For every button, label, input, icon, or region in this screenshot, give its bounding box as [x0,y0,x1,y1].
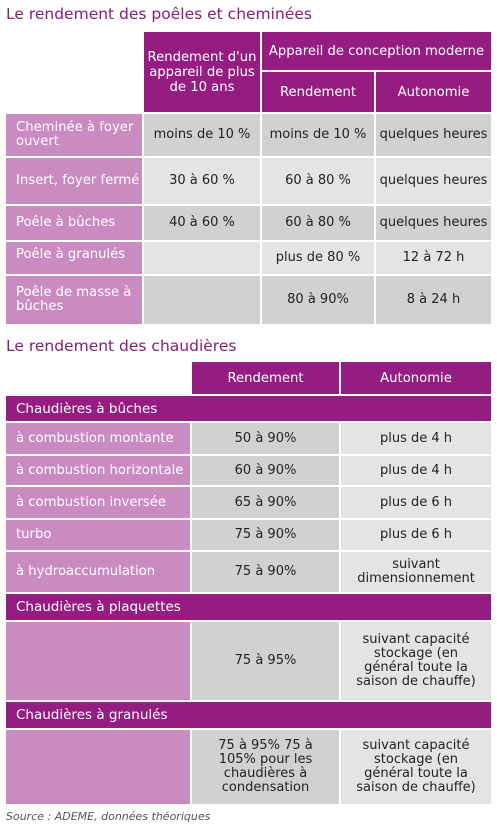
row-label-empty [6,730,190,804]
cell-autonomie: quelques heures [376,158,491,204]
cell-rendement: 60 à 80 % [262,206,374,240]
cell-autonomie: plus de 4 h [341,423,491,454]
title-poeles: Le rendement des poêles et cheminées [6,5,312,23]
cell-autonomie: suivant dimensionnement [341,552,491,592]
section-chaudieres-buches: Chaudières à bûches [6,396,491,421]
cell-autonomie: quelques heures [376,114,491,156]
row-label: à combustion montante [6,423,190,454]
source-note: Source : ADEME, données théoriques [6,810,211,823]
row-label: à hydroaccumulation [6,552,190,592]
header-rendement: Rendement [192,362,339,394]
header-rendement: Rendement [262,72,374,112]
cell-rendement: plus de 80 % [262,242,374,274]
row-label-empty [6,622,190,700]
row-label: Poêle à bûches [6,206,142,240]
cell-autonomie: plus de 6 h [341,487,491,518]
cell-rendement: 60 à 90% [192,456,339,485]
cell-old: 30 à 60 % [144,158,260,204]
row-label: à combustion inversée [6,487,190,518]
cell-old: moins de 10 % [144,114,260,156]
cell-rendement: 80 à 90% [262,276,374,324]
row-label: Insert, foyer fermé [6,158,142,204]
cell-rendement: 75 à 95% 75 à 105% pour les chaudières à… [192,730,339,804]
cell-rendement: 50 à 90% [192,423,339,454]
header-autonomie: Autonomie [376,72,491,112]
section-chaudieres-granules: Chaudières à granulés [6,702,491,728]
cell-rendement: 75 à 95% [192,622,339,700]
cell-rendement: 60 à 80 % [262,158,374,204]
cell-rendement: 75 à 90% [192,520,339,550]
cell-rendement: 75 à 90% [192,552,339,592]
header-modern-appliance: Appareil de conception moderne [262,32,491,70]
cell-autonomie: suivant capacité stockage (en général to… [341,622,491,700]
row-label: à combustion horizontale [6,456,190,485]
cell-autonomie: 8 à 24 h [376,276,491,324]
cell-autonomie: quelques heures [376,206,491,240]
cell-autonomie: plus de 4 h [341,456,491,485]
row-label: turbo [6,520,190,550]
cell-autonomie: 12 à 72 h [376,242,491,274]
row-label: Poêle à granulés [6,242,142,274]
cell-rendement: moins de 10 % [262,114,374,156]
cell-rendement: 65 à 90% [192,487,339,518]
title-chaudieres: Le rendement des chaudières [6,337,237,355]
header-autonomie: Autonomie [341,362,491,394]
header-old-appliance: Rendement d'un appareil de plus de 10 an… [144,32,260,112]
cell-old [144,242,260,274]
cell-autonomie: suivant capacité stockage (en général to… [341,730,491,804]
row-label: Cheminée à foyer ouvert [6,114,142,156]
cell-autonomie: plus de 6 h [341,520,491,550]
cell-old: 40 à 60 % [144,206,260,240]
cell-old [144,276,260,324]
section-chaudieres-plaquettes: Chaudières à plaquettes [6,594,491,620]
row-label: Poêle de masse à bûches [6,276,142,324]
